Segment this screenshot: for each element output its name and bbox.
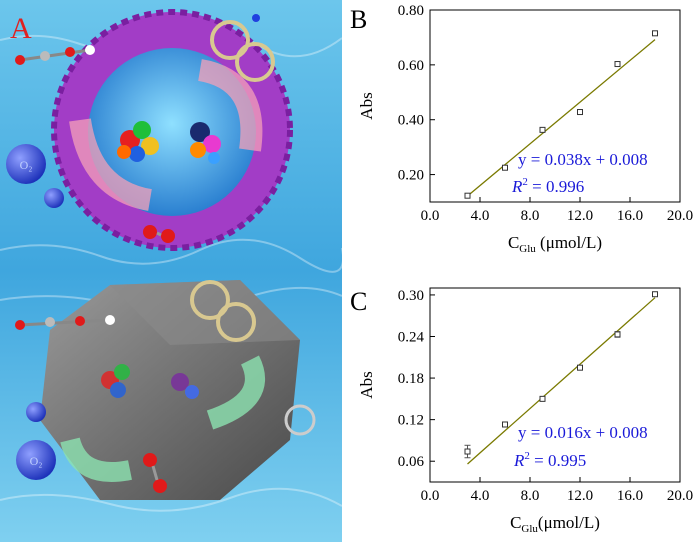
o2-bubble-small bbox=[44, 188, 64, 208]
data-point bbox=[614, 331, 621, 338]
o2-bubble: O₂ bbox=[16, 440, 56, 480]
x-tick-label: 16.0 bbox=[617, 488, 643, 504]
x-tick-label: 8.0 bbox=[521, 208, 540, 224]
data-point bbox=[577, 109, 583, 116]
svg-text:O₂: O₂ bbox=[20, 158, 33, 172]
y-tick-label: 0.12 bbox=[398, 413, 424, 429]
x-tick-label: 4.0 bbox=[471, 208, 490, 224]
y-tick-label: 0.40 bbox=[398, 113, 424, 129]
x-tick-label: 16.0 bbox=[617, 208, 643, 224]
svg-text:O₂: O₂ bbox=[30, 454, 43, 468]
h2o2-molecule-top bbox=[143, 225, 175, 243]
x-tick-label: 8.0 bbox=[521, 488, 540, 504]
data-point bbox=[539, 395, 546, 402]
data-point bbox=[539, 126, 546, 133]
x-tick-label: 12.0 bbox=[567, 488, 593, 504]
plot-frame bbox=[429, 287, 681, 483]
data-point bbox=[577, 364, 583, 371]
polyhedron-crystal bbox=[40, 280, 300, 500]
x-tick-label: 12.0 bbox=[567, 208, 593, 224]
tmb-molecule-bottom bbox=[190, 280, 316, 436]
y-tick-label: 0.24 bbox=[398, 330, 425, 346]
y-tick-label: 0.80 bbox=[398, 3, 424, 19]
data-point bbox=[464, 448, 471, 455]
h2o2-molecule-bottom bbox=[143, 453, 167, 493]
panel-label-a: A bbox=[10, 12, 32, 45]
fit-equation: y = 0.016x + 0.008 bbox=[518, 423, 648, 442]
data-point bbox=[502, 421, 508, 428]
x-tick-label: 4.0 bbox=[471, 488, 490, 504]
y-axis-label: Abs bbox=[357, 371, 376, 398]
r-squared: R2 = 0.996 bbox=[511, 176, 584, 196]
glucose-molecule-top bbox=[15, 45, 95, 65]
x-axis-label: CGlu (μmol/L) bbox=[508, 233, 602, 255]
o2-bubble-small bbox=[26, 402, 46, 422]
y-tick-label: 0.18 bbox=[398, 371, 424, 387]
porous-shell-sphere bbox=[51, 9, 293, 251]
calibration-charts: 0.0 4.0 8.0 12.0 16.0 20.0 0.20 0.40 0.60 0.80 CGl… bbox=[350, 3, 693, 535]
tmb-molecule-top bbox=[210, 14, 275, 82]
data-point bbox=[652, 291, 658, 298]
x-tick-label: 20.0 bbox=[667, 488, 693, 504]
data-point bbox=[652, 30, 658, 37]
fit-equation: y = 0.038x + 0.008 bbox=[518, 150, 648, 169]
y-tick-label: 0.06 bbox=[398, 454, 425, 470]
plot-frame bbox=[429, 9, 681, 203]
x-tick-label: 0.0 bbox=[421, 488, 440, 504]
x-tick-label: 20.0 bbox=[667, 208, 693, 224]
o2-bubble: O₂ bbox=[6, 144, 46, 184]
glucose-molecule-bottom bbox=[15, 315, 115, 330]
fit-line bbox=[467, 39, 656, 197]
enzyme-cluster-right bbox=[190, 122, 221, 164]
chart-b: 0.0 4.0 8.0 12.0 16.0 20.0 0.20 0.40 0.60 0.80 CGl… bbox=[350, 3, 693, 255]
data-point bbox=[464, 192, 471, 199]
data-point bbox=[614, 61, 621, 68]
r-squared: R2 = 0.995 bbox=[513, 450, 586, 470]
y-tick-label: 0.20 bbox=[398, 168, 424, 184]
panel-label: B bbox=[350, 5, 367, 34]
enzyme-cluster-left bbox=[117, 121, 159, 162]
data-point bbox=[502, 164, 508, 171]
fit-line bbox=[467, 297, 656, 465]
panel-a-illustration: O₂ O₂ A bbox=[0, 0, 342, 542]
panel-label: C bbox=[350, 287, 367, 316]
x-tick-label: 0.0 bbox=[421, 208, 440, 224]
x-axis-label: CGlu(μmol/L) bbox=[510, 513, 600, 535]
y-axis-label: Abs bbox=[357, 92, 376, 119]
y-tick-label: 0.60 bbox=[398, 58, 424, 74]
chart-c: 0.0 4.0 8.0 12.0 16.0 20.0 0.06 0.12 0.18 0.24 0.3… bbox=[350, 287, 693, 535]
y-tick-label: 0.30 bbox=[398, 288, 424, 304]
